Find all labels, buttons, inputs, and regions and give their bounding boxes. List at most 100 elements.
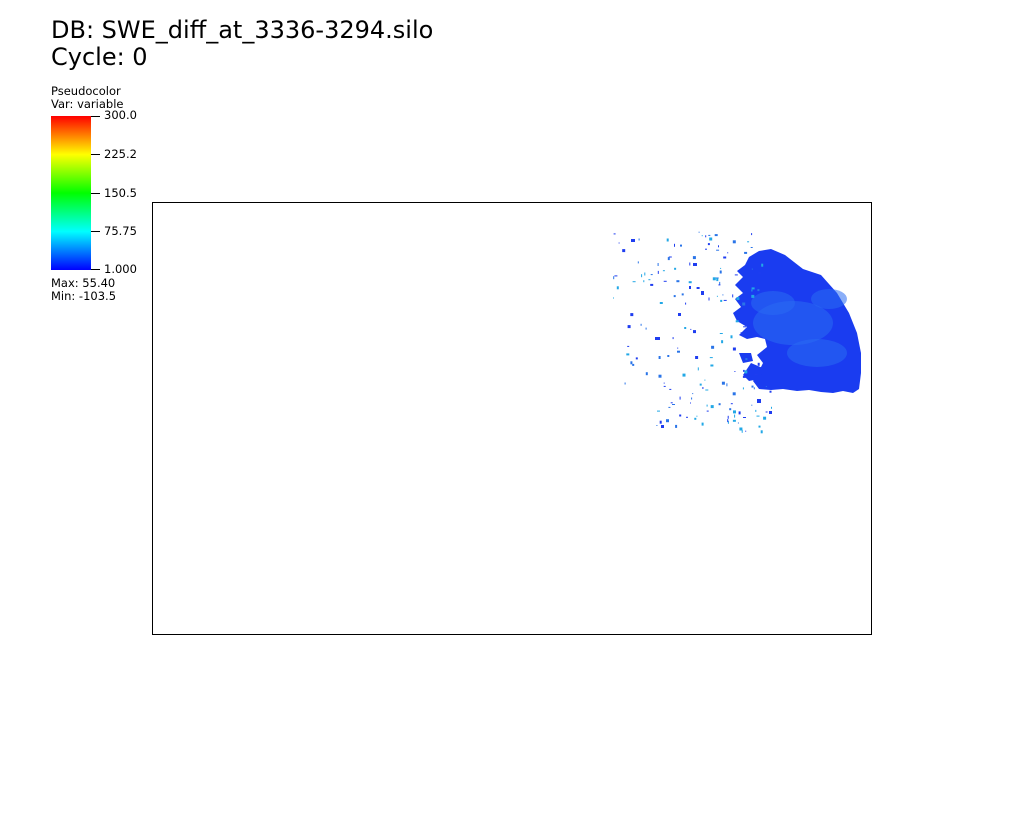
data-speck	[765, 386, 767, 387]
data-speck	[740, 332, 742, 334]
data-speck	[754, 373, 758, 375]
data-speck	[765, 411, 768, 413]
data-speck	[645, 327, 647, 330]
data-speck	[732, 294, 734, 298]
data-speck	[750, 247, 753, 248]
data-speck	[745, 358, 748, 361]
data-speck	[715, 277, 719, 279]
data-speck	[716, 278, 719, 282]
data-speck	[624, 382, 626, 385]
pseudocolor-plot	[613, 231, 861, 434]
data-speck	[702, 387, 704, 389]
data-speck	[758, 272, 762, 274]
data-speck	[701, 235, 703, 237]
data-speck	[681, 293, 684, 296]
data-speck	[650, 283, 654, 286]
data-speck	[742, 375, 746, 378]
data-speck	[769, 390, 772, 393]
data-speck	[627, 325, 631, 329]
data-speck	[641, 274, 643, 278]
data-speck	[657, 263, 659, 266]
data-speck	[630, 313, 634, 317]
data-speck	[769, 411, 772, 414]
data-speck	[760, 430, 763, 434]
data-speck	[644, 272, 646, 276]
data-speck	[663, 382, 665, 384]
data-speck	[692, 256, 696, 260]
data-speck	[637, 261, 639, 264]
legend-plot-type: Pseudocolor	[51, 84, 121, 98]
data-speck	[679, 414, 682, 417]
data-speck	[757, 362, 760, 366]
data-speck	[744, 369, 746, 372]
data-speck	[699, 383, 702, 386]
data-speck	[632, 363, 635, 366]
data-speck	[721, 340, 724, 344]
colorbar-tick-label: 75.75	[104, 224, 137, 238]
data-speck	[694, 417, 697, 420]
data-speck	[667, 257, 670, 261]
data-speck	[756, 415, 760, 417]
data-speck	[709, 237, 713, 241]
data-speck	[684, 327, 687, 329]
legend-variable: Var: variable	[51, 97, 124, 111]
data-speck	[650, 274, 653, 276]
data-speck	[690, 328, 692, 330]
data-speck	[627, 345, 630, 347]
data-specks	[613, 231, 772, 434]
data-speck	[719, 281, 721, 285]
data-speck	[630, 361, 633, 365]
data-speck	[742, 302, 746, 306]
data-speck	[657, 270, 659, 274]
data-speck	[670, 402, 673, 404]
data-speck	[692, 393, 694, 395]
data-speck	[734, 274, 738, 276]
data-speck	[734, 414, 736, 418]
colorbar	[51, 116, 91, 270]
data-speck	[705, 248, 707, 250]
data-speck	[735, 320, 739, 323]
data-highlights	[751, 289, 847, 367]
data-speck	[679, 396, 681, 400]
data-speck	[677, 350, 680, 353]
data-speck	[658, 374, 662, 378]
colorbar-tick-label: 225.2	[104, 147, 137, 161]
data-speck	[705, 389, 709, 391]
data-speck	[716, 249, 720, 251]
data-speck	[755, 409, 757, 412]
data-speck	[676, 280, 680, 283]
data-speck	[714, 234, 718, 237]
data-speck	[697, 367, 699, 371]
data-speck	[691, 397, 693, 400]
data-speck	[706, 410, 709, 412]
data-speck	[763, 416, 767, 420]
data-highlight	[787, 339, 847, 367]
data-speck	[755, 379, 757, 381]
data-speck	[712, 277, 716, 281]
data-speck	[727, 419, 729, 423]
data-speck	[751, 404, 753, 406]
data-speck	[727, 420, 729, 424]
data-speck	[751, 385, 754, 388]
data-speck	[710, 364, 714, 367]
data-speck	[678, 313, 681, 316]
data-speck	[721, 381, 725, 385]
database-title: DB: SWE_diff_at_3336-3294.silo	[51, 16, 434, 44]
data-speck	[732, 419, 736, 422]
data-speck	[757, 289, 760, 292]
data-speck	[706, 404, 708, 407]
data-speck	[689, 286, 691, 289]
data-speck	[734, 371, 736, 372]
data-speck	[751, 233, 753, 236]
data-speck	[685, 302, 687, 305]
data-speck	[616, 286, 619, 290]
data-speck	[720, 267, 722, 269]
colorbar-tick	[91, 154, 100, 155]
data-speck	[732, 240, 736, 244]
data-speck	[693, 263, 697, 266]
data-speck	[648, 279, 651, 281]
data-speck	[718, 245, 719, 248]
data-highlight	[811, 289, 847, 309]
data-speck	[738, 411, 741, 415]
data-speck	[736, 297, 740, 301]
